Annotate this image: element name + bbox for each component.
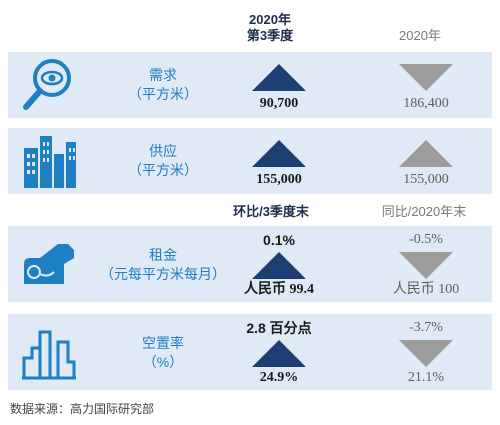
demand-current-value: 90,700: [259, 96, 299, 111]
row-supply-label: 供应 （平方米）: [88, 142, 238, 180]
city-buildings-icon: [24, 136, 76, 188]
row-supply-title: 供应: [149, 143, 177, 159]
vacancy-current-change: 2.8 百分点: [246, 320, 312, 336]
row-vacancy: 空置率 （%） 2.8 百分点 24.9% -3.7% 21.1%: [8, 314, 492, 390]
subheader-yoy: 同比/2020年末: [381, 204, 467, 219]
row-vacancy-unit: （%）: [142, 354, 184, 370]
row-vacancy-title: 空置率: [142, 335, 184, 351]
row-rent-title: 租金: [149, 247, 177, 263]
row-demand-title: 需求: [149, 67, 177, 83]
rent-current-change: 0.1%: [263, 232, 295, 248]
row-rent: 租金 （元每平方米每月） 0.1% 人民币 99.4 -0.5% 人民币 100: [8, 226, 492, 302]
header-current-quarter: 第3季度: [246, 28, 294, 43]
row-demand-label: 需求 （平方米）: [88, 66, 238, 104]
data-source-note: 数据来源：高力国际研究部: [10, 402, 155, 416]
magnifier-eye-icon: [23, 59, 71, 110]
rent-current-up-arrow-icon: [252, 252, 306, 279]
vacancy-current-value: 24.9%: [259, 370, 299, 385]
supply-current-value: 155,000: [256, 172, 302, 187]
row-vacancy-label: 空置率 （%）: [88, 334, 238, 372]
demand-current-up-arrow-icon: [252, 64, 306, 91]
header-compare-period: 2020年: [399, 28, 441, 43]
vacancy-compare-value: 21.1%: [407, 370, 445, 385]
demand-compare-value: 186,400: [403, 96, 449, 111]
row-demand-unit: （平方米）: [128, 86, 198, 102]
vacancy-bars-icon: [22, 330, 76, 380]
supply-current-up-arrow-icon: [252, 140, 306, 167]
vacancy-compare-change: -3.7%: [409, 320, 443, 335]
rent-current-value: 人民币 99.4: [244, 282, 314, 297]
row-demand: 需求 （平方米） 90,700 186,400: [8, 52, 492, 118]
row-rent-label: 租金 （元每平方米每月）: [88, 246, 238, 284]
header-current-year: 2020年: [249, 12, 291, 27]
rent-compare-down-arrow-icon: [399, 252, 453, 279]
subheader-qoq: 环比/3季度末: [233, 204, 309, 219]
demand-compare-down-arrow-icon: [399, 64, 453, 91]
row-rent-unit: （元每平方米每月）: [100, 266, 226, 282]
row-supply-unit: （平方米）: [128, 162, 198, 178]
key-icon: [24, 244, 74, 284]
header-current-period: 2020年 第3季度: [210, 12, 330, 44]
rent-compare-value: 人民币 100: [392, 282, 460, 297]
vacancy-compare-down-arrow-icon: [399, 340, 453, 367]
row-supply: 供应 （平方米） 155,000 155,000: [8, 128, 492, 194]
supply-compare-up-arrow-icon: [399, 140, 453, 167]
supply-compare-value: 155,000: [403, 172, 449, 187]
rent-compare-change: -0.5%: [409, 232, 443, 247]
vacancy-current-up-arrow-icon: [252, 340, 306, 367]
